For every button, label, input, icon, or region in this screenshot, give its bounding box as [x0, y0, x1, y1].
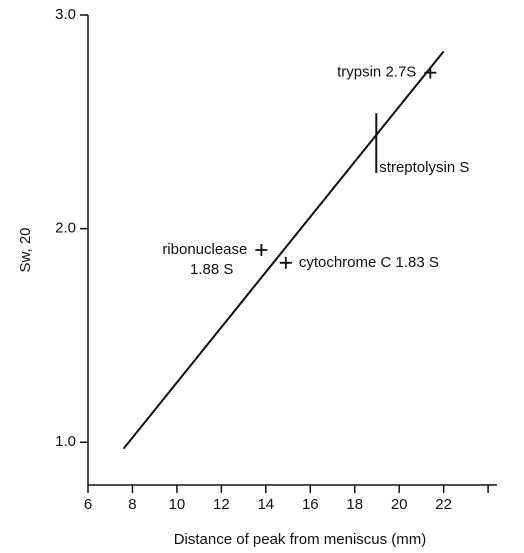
point-label: ribonuclease — [162, 241, 247, 258]
y-axis-label: Sw, 20 — [17, 227, 34, 272]
range-label: streptolysin S — [379, 159, 469, 176]
point-marker — [279, 256, 292, 269]
point-label: 1.88 S — [190, 261, 233, 278]
x-tick-label: 6 — [84, 496, 92, 513]
point-label: trypsin 2.7S — [337, 64, 416, 81]
x-tick-label: 16 — [302, 496, 319, 513]
x-tick-label: 20 — [391, 496, 408, 513]
x-tick-label: 12 — [213, 496, 230, 513]
y-tick-label: 3.0 — [55, 6, 76, 23]
x-tick-label: 8 — [128, 496, 136, 513]
point-marker — [255, 244, 268, 256]
x-tick-label: 18 — [346, 496, 363, 513]
point-marker — [424, 66, 437, 79]
y-tick-label: 1.0 — [55, 433, 76, 450]
fit-line — [122, 50, 445, 450]
x-tick-label: 22 — [435, 496, 452, 513]
x-axis-label: Distance of peak from meniscus (mm) — [174, 531, 427, 548]
x-tick-label: 14 — [257, 496, 274, 513]
point-label: cytochrome C 1.83 S — [299, 254, 439, 271]
x-tick-label: 10 — [169, 496, 186, 513]
y-tick-label: 2.0 — [55, 220, 76, 237]
